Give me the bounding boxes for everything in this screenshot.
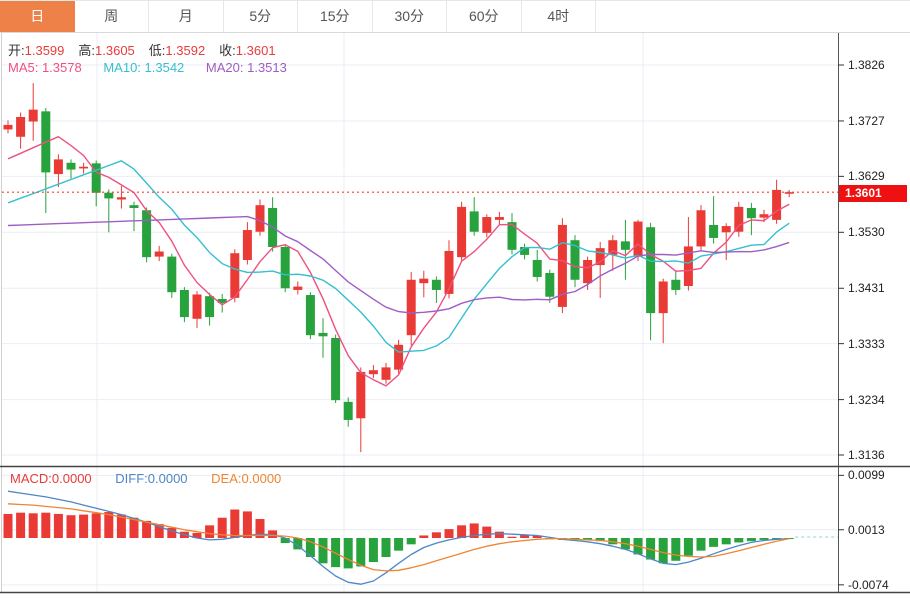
tab-15分[interactable]: 15分 — [298, 1, 373, 32]
tab-月[interactable]: 月 — [149, 1, 224, 32]
low-value: 1.3592 — [165, 43, 206, 58]
price-axis-label: 1.3530 — [848, 225, 885, 240]
ma20-legend: MA20: 1.3513 — [205, 60, 287, 75]
tab-4时[interactable]: 4时 — [521, 1, 596, 32]
macd-axis-label: -0.0074 — [848, 577, 889, 592]
macd-axis-label: 0.0099 — [848, 468, 885, 483]
macd-axis-label: 0.0013 — [848, 522, 885, 537]
timeframe-tabbar: 日周月 5分 15分 30分 60分 4时 — [0, 0, 910, 33]
macd-value-legend: MACD:0.0000 — [10, 471, 92, 486]
ma10-line — [7, 160, 790, 353]
high-label: 高: — [78, 43, 96, 58]
low-label: 低: — [148, 43, 166, 58]
macd-histogram — [3, 509, 794, 569]
dea-line — [7, 503, 790, 572]
macd-legend: MACD:0.0000 DIFF:0.0000 DEA:0.0000 — [10, 471, 301, 486]
tab-30分[interactable]: 30分 — [372, 1, 447, 32]
price-axis-label: 1.3431 — [848, 281, 885, 296]
tab-日[interactable]: 日 — [0, 1, 75, 32]
open-label: 开: — [8, 43, 25, 58]
dea-value-legend: DEA:0.0000 — [211, 471, 282, 486]
candlestick-layer — [3, 83, 794, 453]
price-axis-label: 1.3136 — [848, 448, 885, 462]
price-axis-label: 1.3629 — [848, 169, 885, 184]
ma5-legend: MA5: 1.3578 — [8, 60, 82, 75]
grid-layer — [2, 33, 838, 592]
tab-60分[interactable]: 60分 — [447, 1, 522, 32]
tab-周[interactable]: 周 — [74, 1, 149, 32]
price-axis-label: 1.3826 — [848, 58, 885, 72]
close-label: 收: — [219, 43, 236, 58]
ma5-line — [7, 135, 790, 387]
high-value: 1.3605 — [95, 43, 135, 58]
ma10-legend: MA10: 1.3542 — [103, 60, 185, 75]
open-value: 1.3599 — [24, 43, 65, 58]
close-value: 1.3601 — [235, 43, 276, 58]
ohlc-header: 开:1.3599 高:1.3605 低:1.3592 收:1.3601 — [8, 40, 290, 59]
axis-layer — [0, 33, 910, 594]
diff-value-legend: DIFF:0.0000 — [115, 471, 188, 486]
price-axis-label: 1.3333 — [848, 336, 885, 351]
ma20-line — [7, 215, 790, 314]
price-axis-label: 1.3234 — [848, 392, 885, 407]
current-price-badge: 1.3601 — [839, 185, 907, 202]
ma-legend: MA5: 1.3578 MA10: 1.3542 MA20: 1.3513 — [8, 60, 305, 75]
tab-5分[interactable]: 5分 — [223, 1, 298, 32]
diff-line — [7, 490, 790, 585]
price-axis-label: 1.3727 — [848, 113, 885, 128]
